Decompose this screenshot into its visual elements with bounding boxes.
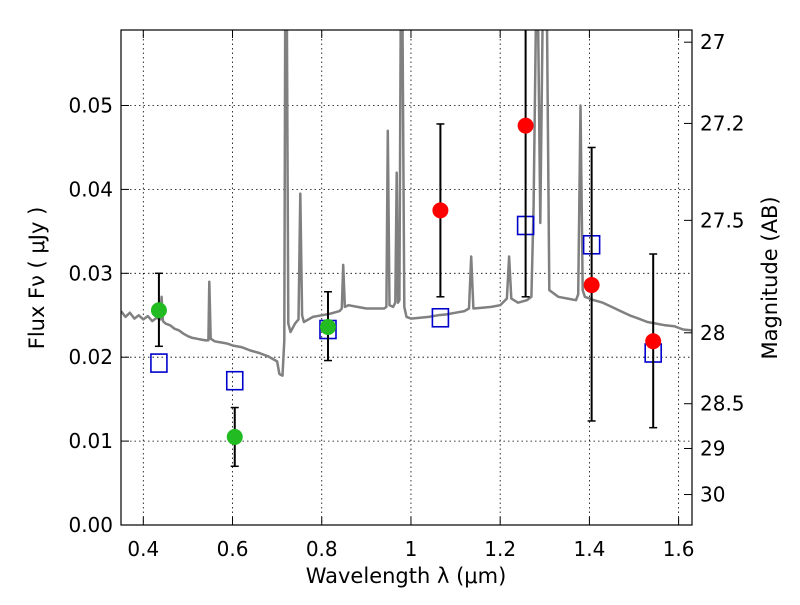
y-tick-label: 0.05 [68, 94, 113, 118]
mag-tick-label: 27.5 [700, 208, 745, 232]
data-layer [121, 30, 692, 468]
y-tick-label: 0.04 [68, 177, 113, 201]
infrared-point [583, 277, 600, 294]
plot-background [121, 30, 692, 525]
y-tick-label: 0.01 [68, 429, 113, 453]
y-tick-label: 0.03 [68, 261, 113, 285]
grid [121, 30, 692, 526]
tick-labels: 0.4 0.6 0.8 1 1.2 1.4 1.6 0.00 0.01 0.02 0.03 0.04 0… [68, 30, 744, 561]
x-tick-label: 0.4 [127, 537, 159, 561]
x-axis-title: Wavelength λ (μm) [306, 564, 507, 588]
model-photometry-square [150, 353, 168, 373]
model-sed-line [121, 30, 692, 377]
mag-tick-label: 30 [700, 483, 725, 507]
mag-tick-label: 28.5 [700, 392, 745, 416]
x-tick-label: 0.8 [306, 537, 338, 561]
mag-tick-label: 27 [700, 30, 725, 54]
y-tick-label: 0.00 [68, 513, 113, 537]
infrared-point [432, 202, 449, 219]
model-photometry-square [225, 370, 244, 391]
x-tick-label: 0.6 [217, 537, 249, 561]
mag-tick-label: 27.2 [700, 111, 745, 135]
x-tick-label: 1.6 [663, 537, 695, 561]
x-tick-label: 1 [405, 537, 418, 561]
y2-axis-title: Magnitude (AB) [758, 196, 782, 359]
y-axis-title: Flux Fν ( μJy ) [25, 207, 49, 350]
mag-tick-label: 29 [700, 436, 725, 460]
y-tick-label: 0.02 [68, 345, 113, 369]
optical-point [319, 319, 336, 335]
plot-frame [120, 29, 693, 526]
optical-point [150, 302, 167, 319]
infrared-point [645, 333, 662, 350]
infrared-point [517, 117, 534, 134]
ticks [121, 30, 692, 526]
model-photometry-square [431, 307, 450, 328]
x-tick-label: 1.4 [573, 537, 605, 561]
x-tick-label: 1.2 [484, 537, 516, 561]
optical-point [226, 428, 243, 445]
mag-tick-label: 28 [700, 321, 725, 345]
